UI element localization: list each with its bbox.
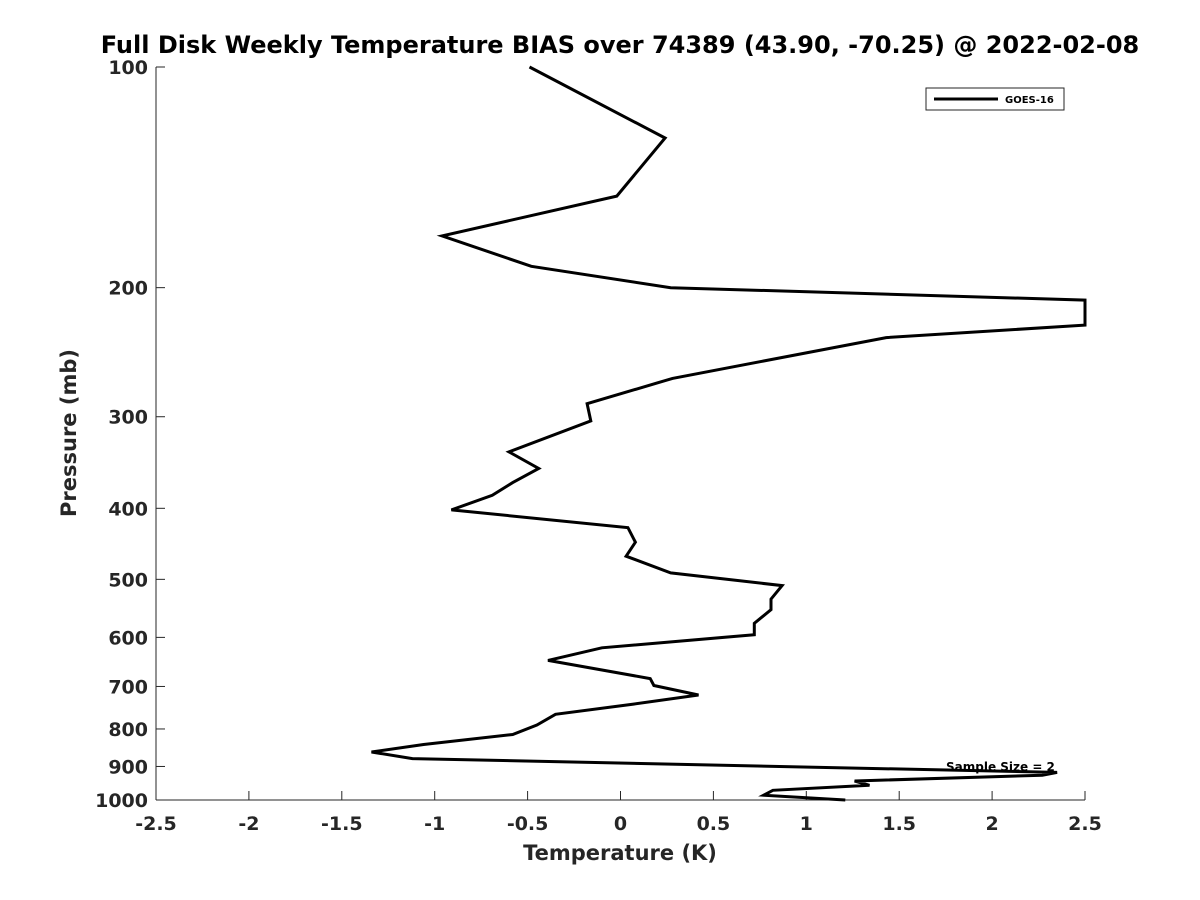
x-tick-label: 0 [614, 813, 627, 835]
x-tick-label: 1.5 [882, 813, 916, 835]
x-tick-label: -0.5 [507, 813, 549, 835]
x-tick-label: -2.5 [135, 813, 177, 835]
y-tick-label: 1000 [95, 790, 148, 812]
x-tick-label: -2 [238, 813, 259, 835]
legend: GOES-16 [925, 87, 1065, 111]
y-axis-ticks: 100 200 300 400 500 600 700 800 900 1000 [95, 57, 165, 812]
legend-label-goes16: GOES-16 [1005, 95, 1054, 106]
x-axis-ticks: -2.5 -2 -1.5 -1 -0.5 0 0.5 1 1.5 2 2.5 [135, 791, 1102, 835]
y-tick-label: 300 [108, 407, 148, 429]
series-line-goes-16 [371, 65, 1087, 802]
chart-title: Full Disk Weekly Temperature BIAS over 7… [101, 31, 1140, 59]
y-tick-label: 900 [108, 756, 148, 778]
series-layer [371, 65, 1087, 802]
x-tick-label: -1 [424, 813, 445, 835]
x-axis-label: Temperature (K) [523, 841, 717, 865]
x-tick-label: 2 [985, 813, 998, 835]
y-tick-label: 400 [108, 498, 148, 520]
y-tick-label: 600 [108, 627, 148, 649]
x-tick-label: 0.5 [697, 813, 731, 835]
x-tick-label: -1.5 [321, 813, 363, 835]
y-tick-label: 800 [108, 719, 148, 741]
x-tick-label: 2.5 [1068, 813, 1102, 835]
y-tick-label: 100 [108, 57, 148, 79]
sample-size-annotation: Sample Size = 2 [946, 760, 1055, 774]
y-tick-label: 500 [108, 569, 148, 591]
plot-area [156, 67, 1085, 800]
y-tick-label: 200 [108, 278, 148, 300]
y-tick-label: 700 [108, 676, 148, 698]
y-axis-label: Pressure (mb) [57, 349, 81, 517]
x-tick-label: 1 [800, 813, 813, 835]
